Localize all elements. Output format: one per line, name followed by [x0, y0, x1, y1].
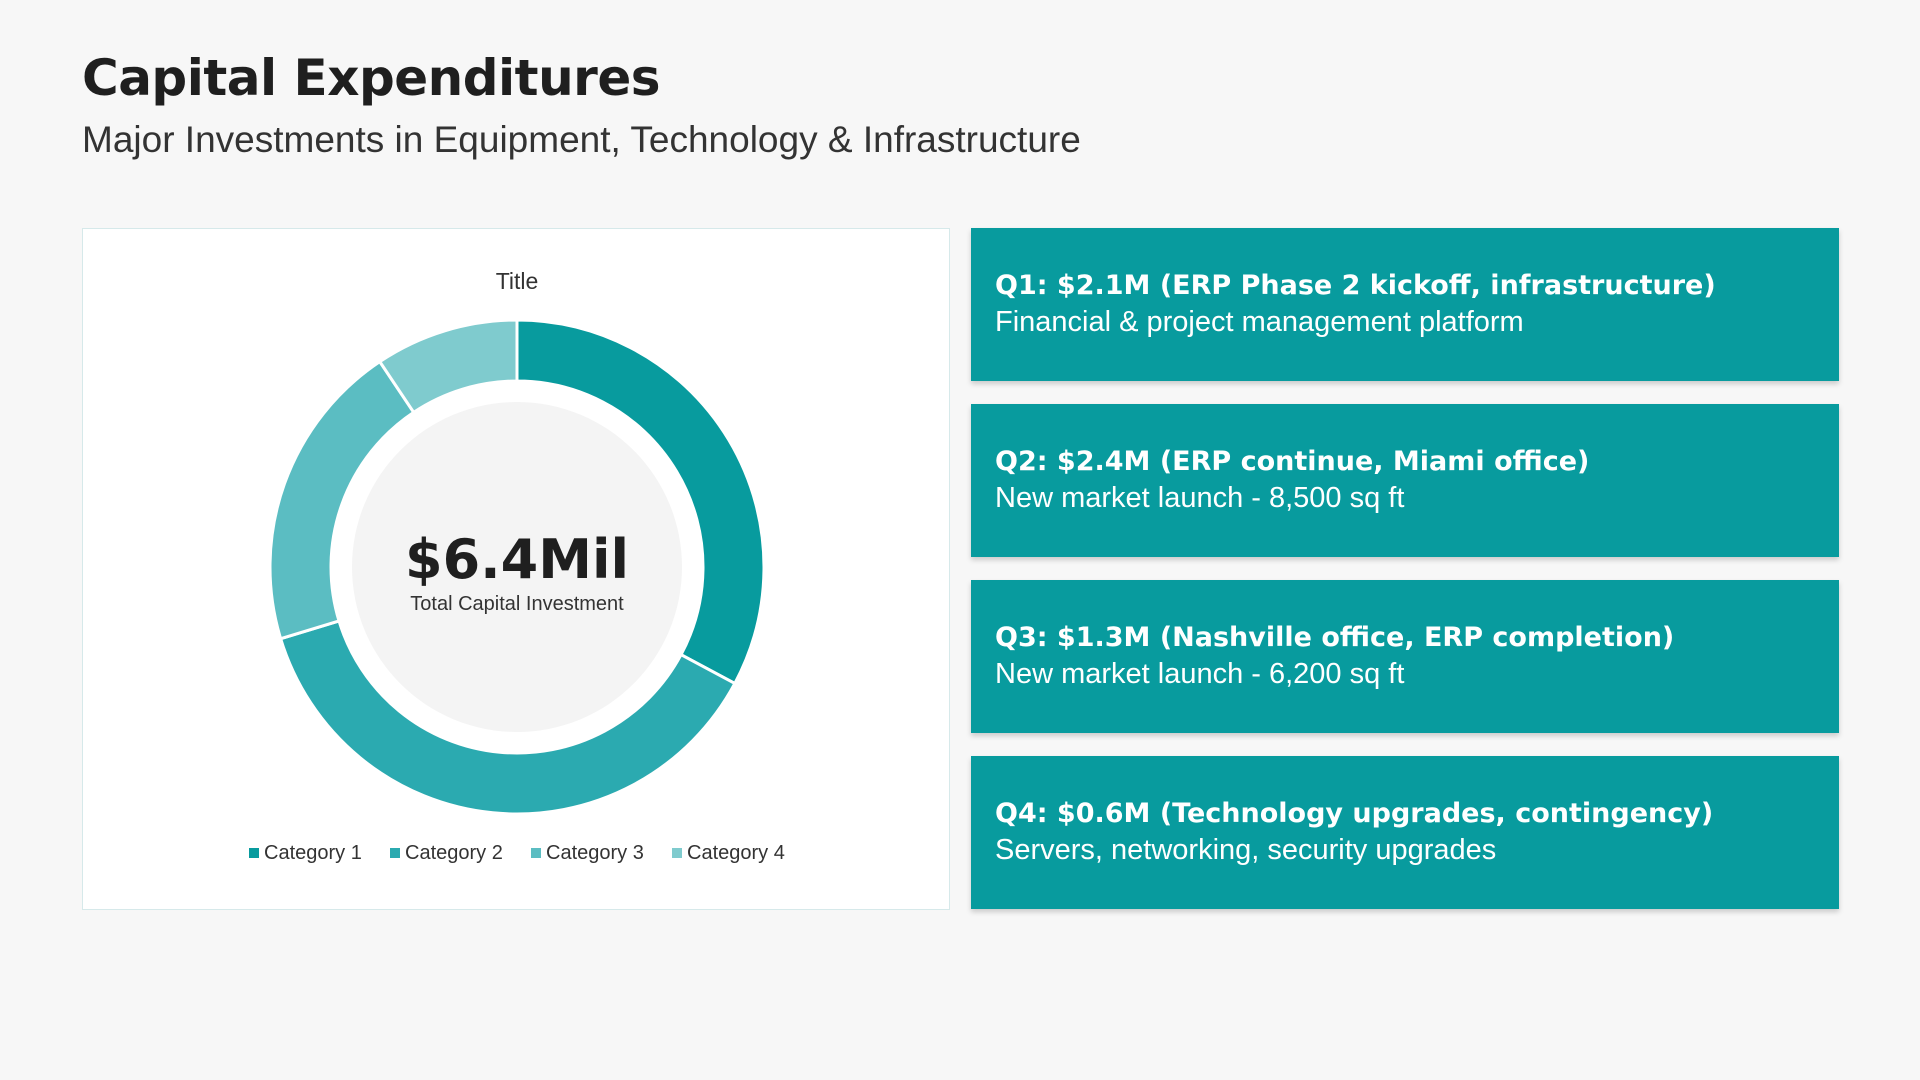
legend-label: Category 3 [546, 842, 644, 864]
card-heading: Q3: $1.3M (Nashville office, ERP complet… [995, 622, 1675, 653]
donut-slices [268, 318, 766, 816]
page-title: Capital Expenditures [82, 49, 661, 107]
card-detail: New market launch - 6,200 sq ft [995, 658, 1405, 690]
total-label: Total Capital Investment [410, 593, 624, 615]
quarter-card-q2: Q2: $2.4M (ERP continue, Miami office) N… [971, 404, 1839, 557]
card-detail: Servers, networking, security upgrades [995, 834, 1497, 866]
card-heading: Q4: $0.6M (Technology upgrades, continge… [995, 798, 1714, 829]
chart-title: Title [496, 268, 539, 294]
card-heading: Q2: $2.4M (ERP continue, Miami office) [995, 446, 1590, 477]
quarter-card-q3: Q3: $1.3M (Nashville office, ERP complet… [971, 580, 1839, 733]
donut-slice-1 [515, 318, 766, 686]
card-detail: Financial & project management platform [995, 306, 1524, 338]
card-detail: New market launch - 8,500 sq ft [995, 482, 1405, 514]
legend-swatch [672, 848, 682, 858]
legend-swatch [249, 848, 259, 858]
legend-label: Category 1 [264, 842, 362, 864]
donut-chart: Title $6.4Mil Total Capital Investment C… [249, 268, 785, 864]
page-subtitle: Major Investments in Equipment, Technolo… [82, 119, 1081, 160]
donut-center [352, 402, 682, 732]
legend-swatch [390, 848, 400, 858]
legend-label: Category 4 [687, 842, 785, 864]
legend-label: Category 2 [405, 842, 503, 864]
donut-slice-2 [278, 619, 737, 816]
quarter-card-q4: Q4: $0.6M (Technology upgrades, continge… [971, 756, 1839, 909]
chart-legend: Category 1 Category 2 Category 3 Category 4 [249, 842, 785, 864]
card-heading: Q1: $2.1M (ERP Phase 2 kickoff, infrastr… [995, 270, 1716, 301]
quarter-card-q1: Q1: $2.1M (ERP Phase 2 kickoff, infrastr… [971, 228, 1839, 381]
donut-slice-4 [377, 318, 519, 415]
legend-swatch [531, 848, 541, 858]
chart-panel: Title $6.4Mil Total Capital Investment C… [82, 228, 950, 910]
total-value: $6.4Mil [405, 528, 629, 591]
